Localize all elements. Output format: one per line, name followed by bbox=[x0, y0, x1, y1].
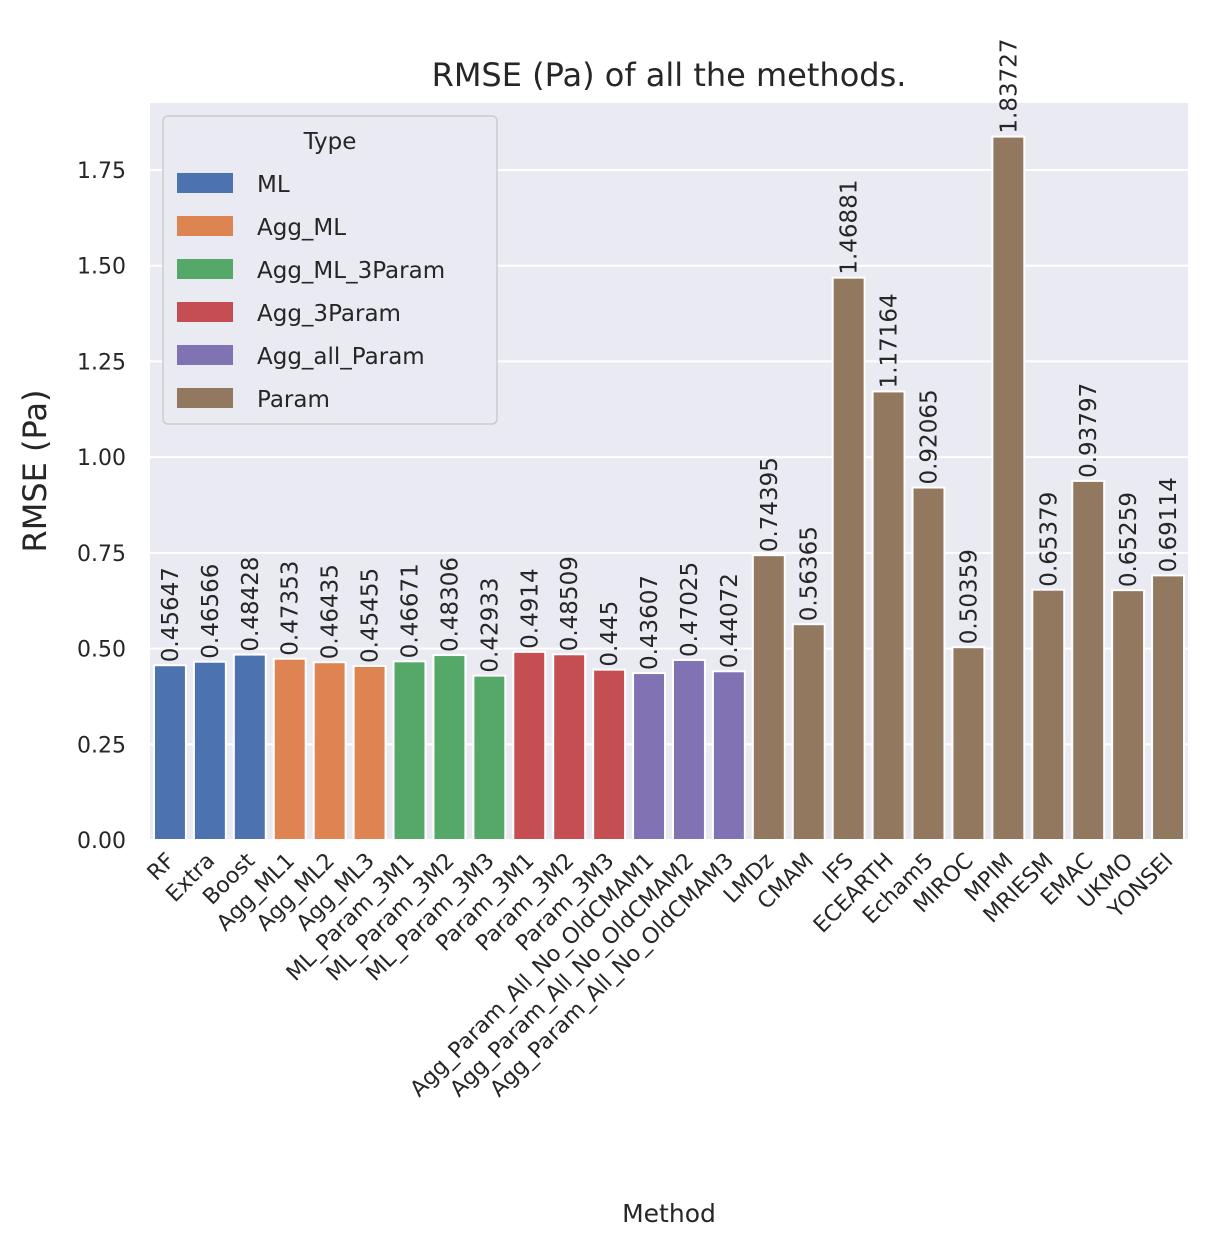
bar-value-labels: 0.45647 0.46566 0.48428 0.47353 0.46435 0.454… bbox=[158, 38, 1182, 672]
bar-value-label: 0.45455 bbox=[358, 568, 384, 663]
bar-value-label: 0.46671 bbox=[398, 563, 424, 658]
bar-agg-ml3 bbox=[352, 664, 387, 841]
bar-value-label: 0.445 bbox=[597, 601, 623, 667]
bar-value-label: 0.48306 bbox=[437, 557, 463, 652]
legend-box bbox=[162, 115, 498, 425]
y-tick-label: 0.50 bbox=[77, 638, 126, 663]
bar-ecearth bbox=[871, 390, 906, 841]
bar-agg-param-all-no-oldcmam3 bbox=[711, 670, 746, 842]
legend-label: Agg_3Param bbox=[257, 301, 401, 327]
bar-value-label: 0.47025 bbox=[677, 562, 703, 657]
bar-value-label: 0.74395 bbox=[757, 457, 783, 552]
legend-swatch bbox=[177, 388, 233, 408]
bar-echam5 bbox=[911, 486, 946, 841]
legend-swatch bbox=[177, 345, 233, 365]
bar-emac bbox=[1071, 479, 1106, 841]
bar-value-label: 0.45647 bbox=[158, 567, 184, 662]
bar-value-label: 0.43607 bbox=[637, 575, 663, 670]
bar-value-label: 0.42933 bbox=[477, 578, 503, 673]
legend-swatch bbox=[177, 302, 233, 322]
legend-label: ML bbox=[257, 172, 290, 198]
legend-label: Agg_ML bbox=[257, 215, 346, 241]
bar-value-label: 1.83727 bbox=[996, 38, 1022, 133]
bar-value-label: 0.93797 bbox=[1076, 383, 1102, 478]
bar-agg-ml1 bbox=[272, 657, 307, 841]
bar-value-label: 0.92065 bbox=[917, 389, 943, 484]
bar-param-3m3 bbox=[592, 668, 627, 842]
bar-value-label: 0.69114 bbox=[1156, 477, 1182, 572]
bar-value-label: 0.46435 bbox=[318, 564, 344, 659]
legend-swatch bbox=[177, 216, 233, 236]
y-tick-label: 1.25 bbox=[77, 350, 126, 375]
bar-extra bbox=[192, 660, 227, 841]
bar-agg-param-all-no-oldcmam2 bbox=[671, 658, 706, 841]
bar-agg-param-all-no-oldcmam1 bbox=[632, 672, 667, 841]
bar-yonsei bbox=[1151, 574, 1186, 841]
bar-rf bbox=[152, 664, 187, 841]
bar-ifs bbox=[831, 276, 866, 842]
x-tick-labels: RFExtraBoostAgg_ML1Agg_ML2Agg_ML3ML_Para… bbox=[143, 848, 1179, 1102]
bar-miroc bbox=[951, 646, 986, 841]
bar-ml-param-3m3 bbox=[472, 674, 507, 841]
bar-cmam bbox=[791, 623, 826, 841]
y-tick-label: 0.00 bbox=[77, 829, 126, 854]
legend-title: Type bbox=[303, 129, 357, 155]
y-tick-label: 1.75 bbox=[77, 159, 126, 184]
y-tick-label: 0.75 bbox=[77, 542, 126, 567]
y-tick-label: 0.25 bbox=[77, 733, 126, 758]
bar-ml-param-3m1 bbox=[392, 660, 427, 842]
legend-label: Agg_ML_3Param bbox=[257, 258, 445, 284]
y-tick-label: 1.50 bbox=[77, 255, 126, 280]
bar-value-label: 0.65259 bbox=[1116, 492, 1142, 587]
bar-value-label: 0.48428 bbox=[238, 556, 264, 651]
x-axis-title: Method bbox=[622, 1199, 716, 1228]
bar-value-label: 0.46566 bbox=[198, 564, 224, 659]
y-tick-label: 1.00 bbox=[77, 446, 126, 471]
bar-value-label: 0.48509 bbox=[557, 556, 583, 651]
bar-value-label: 0.50359 bbox=[956, 549, 982, 644]
bar-param-3m2 bbox=[552, 653, 587, 842]
legend-label: Agg_all_Param bbox=[257, 344, 425, 370]
bar-agg-ml2 bbox=[312, 661, 347, 841]
legend-swatch bbox=[177, 259, 233, 279]
legend: Type ML Agg_ML Agg_ML_3Param Agg_3Param Agg_… bbox=[162, 115, 498, 425]
legend-items: ML Agg_ML Agg_ML_3Param Agg_3Param Agg_all_P… bbox=[177, 172, 445, 413]
legend-swatch bbox=[177, 173, 233, 193]
bars bbox=[152, 135, 1186, 842]
bar-value-label: 0.65379 bbox=[1036, 492, 1062, 587]
y-axis-title: RMSE (Pa) bbox=[16, 390, 54, 553]
bar-mpim bbox=[991, 135, 1026, 841]
bar-value-label: 0.44072 bbox=[717, 573, 743, 668]
bar-value-label: 1.17164 bbox=[877, 293, 903, 388]
bar-mriesm bbox=[1031, 588, 1066, 841]
chart-title: RMSE (Pa) of all the methods. bbox=[432, 56, 907, 94]
bar-boost bbox=[232, 653, 267, 842]
bar-value-label: 1.46881 bbox=[837, 180, 863, 275]
bar-ukmo bbox=[1111, 589, 1146, 841]
bar-value-label: 0.47353 bbox=[278, 561, 304, 656]
bar-lmdz bbox=[751, 554, 786, 841]
bar-ml-param-3m2 bbox=[432, 654, 467, 841]
y-tick-labels: 0.00 0.25 0.50 0.75 1.00 1.25 1.50 1.75 bbox=[77, 159, 126, 854]
bar-param-3m1 bbox=[512, 650, 547, 842]
bar-value-label: 0.56365 bbox=[797, 526, 823, 621]
bar-value-label: 0.4914 bbox=[517, 568, 543, 648]
legend-label: Param bbox=[257, 387, 330, 413]
